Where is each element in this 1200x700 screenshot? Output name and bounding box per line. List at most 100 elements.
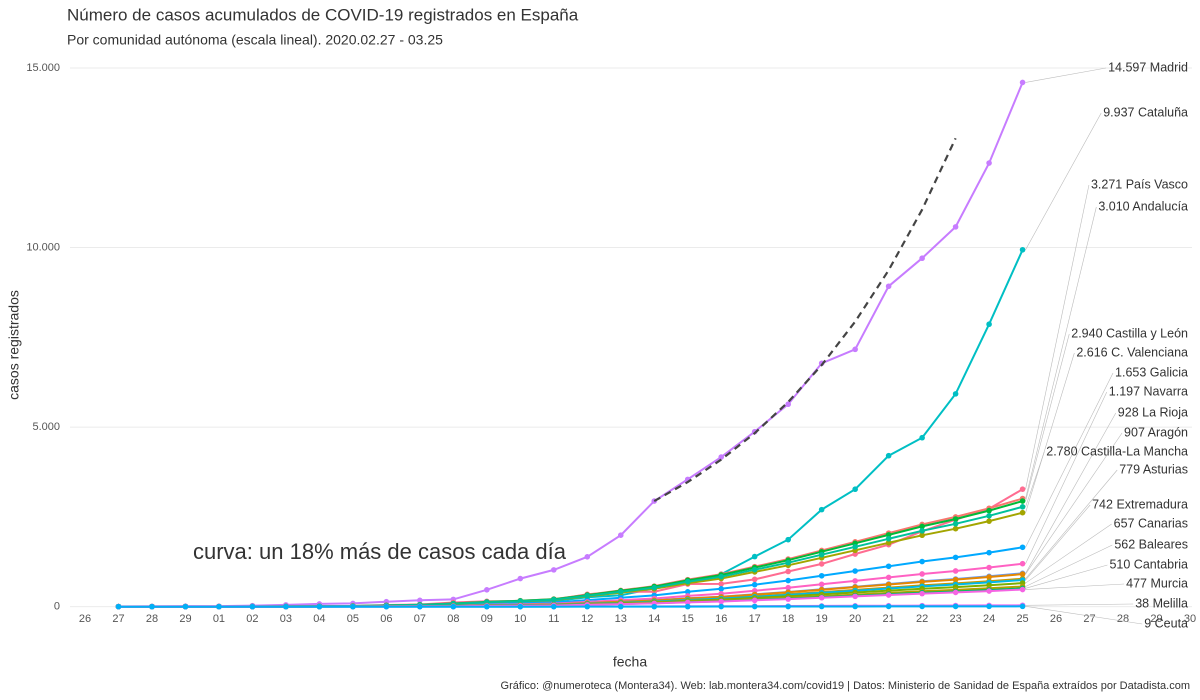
data-point: [751, 581, 758, 588]
data-point: [885, 283, 892, 290]
x-tick-label: 29: [179, 613, 191, 625]
data-point: [852, 486, 858, 493]
x-tick-label: 12: [581, 613, 593, 625]
data-point: [885, 563, 892, 570]
end-label: 14.597 Madrid: [1108, 60, 1188, 74]
data-point: [1019, 509, 1026, 516]
data-point: [919, 523, 925, 530]
x-tick-label: 28: [146, 613, 158, 625]
leader-line: [1025, 523, 1112, 584]
data-point: [952, 589, 959, 596]
leader-line: [1025, 583, 1125, 590]
data-point: [718, 454, 725, 460]
data-point: [283, 603, 289, 610]
end-label: 9.937 Cataluña: [1103, 105, 1188, 119]
x-tick-label: 13: [615, 613, 627, 625]
data-point: [919, 558, 925, 565]
data-point: [852, 346, 858, 353]
leader-line: [1025, 606, 1143, 625]
x-tick-label: 10: [514, 613, 526, 625]
data-point: [986, 549, 992, 556]
data-point: [684, 603, 691, 610]
x-tick-label: 21: [883, 613, 895, 625]
data-point: [182, 603, 189, 610]
data-point: [885, 592, 892, 598]
leader-line: [1025, 67, 1107, 83]
data-point: [484, 587, 490, 593]
data-point: [1019, 560, 1026, 567]
caption: Gráfico: @numeroteca (Montera34). Web: l…: [501, 680, 1190, 692]
end-label: 2.780 Castilla-La Mancha: [1046, 444, 1188, 458]
data-point: [417, 597, 423, 604]
leader-line: [1025, 432, 1123, 575]
data-point: [1019, 486, 1026, 492]
x-tick-label: 17: [749, 613, 761, 625]
end-label: 742 Extremadura: [1092, 497, 1188, 511]
x-tick-label: 27: [112, 613, 124, 625]
x-tick-label: 18: [782, 613, 794, 625]
x-tick-label: 06: [380, 613, 392, 625]
x-tick-label: 26: [79, 613, 91, 625]
data-point: [718, 598, 725, 605]
data-point: [584, 603, 591, 610]
data-point: [818, 572, 825, 579]
data-point: [718, 581, 725, 587]
data-point: [852, 603, 858, 610]
end-label: 477 Murcia: [1126, 576, 1188, 590]
data-point: [785, 596, 791, 602]
data-point: [450, 603, 457, 610]
data-point: [1019, 498, 1026, 504]
data-point: [751, 603, 758, 610]
series-line: [118, 82, 1024, 608]
data-point: [852, 543, 858, 550]
y-tick-label: 5.000: [32, 421, 60, 433]
data-point: [1019, 586, 1026, 593]
data-point: [584, 554, 591, 560]
data-point: [986, 588, 992, 594]
leader-line: [1025, 412, 1117, 574]
leader-line: [1025, 391, 1108, 564]
leader-line: [1025, 451, 1045, 507]
data-point: [718, 586, 725, 592]
x-tick-label: 24: [983, 613, 995, 625]
data-point: [617, 532, 624, 538]
data-point: [986, 574, 992, 580]
end-label: 2.940 Castilla y León: [1071, 326, 1188, 340]
data-point: [216, 603, 222, 610]
data-point: [919, 603, 925, 610]
end-label: 562 Baleares: [1114, 537, 1188, 551]
x-tick-label: 26: [1050, 613, 1062, 625]
data-point: [885, 535, 892, 542]
data-point: [785, 536, 791, 543]
data-point: [1019, 79, 1026, 86]
leader-line: [1025, 372, 1114, 548]
y-tick-label: 10.000: [26, 241, 60, 253]
data-point: [249, 603, 256, 610]
data-point: [785, 603, 791, 610]
x-tick-label: 08: [447, 613, 459, 625]
x-tick-label: 03: [280, 613, 292, 625]
x-tick-label: 19: [816, 613, 828, 625]
data-point: [651, 584, 658, 591]
end-label: 907 Aragón: [1124, 425, 1188, 439]
x-tick-label: 20: [849, 613, 861, 625]
data-point: [149, 603, 155, 610]
x-tick-label: 15: [682, 613, 694, 625]
data-point: [986, 160, 992, 166]
data-point: [952, 521, 959, 527]
x-tick-label: 25: [1016, 613, 1028, 625]
chart-subtitle: Por comunidad autónoma (escala lineal). …: [67, 32, 443, 48]
end-label: 3.010 Andalucía: [1098, 199, 1188, 213]
end-label: 9 Ceuta: [1144, 616, 1188, 630]
data-point: [986, 512, 992, 519]
data-point: [852, 568, 858, 574]
leader-line: [1025, 603, 1134, 606]
end-label: 510 Cantabria: [1109, 557, 1188, 571]
data-point: [751, 553, 758, 560]
x-tick-label: 29: [1150, 613, 1162, 625]
leader-line: [1025, 564, 1108, 589]
x-tick-label: 04: [313, 613, 325, 625]
data-point: [919, 590, 925, 597]
data-point: [952, 224, 959, 230]
leader-line: [1025, 333, 1070, 502]
